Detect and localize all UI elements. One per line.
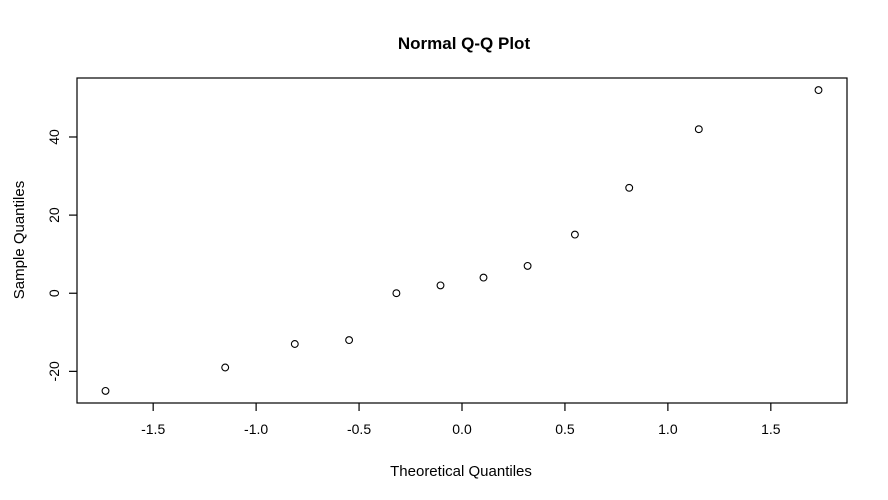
data-points <box>101 86 823 395</box>
data-point <box>436 281 445 290</box>
x-axis-ticks: -1.5 -1.0 -0.5 0.0 0.5 1.0 1.5 <box>141 403 781 437</box>
data-point <box>479 273 488 282</box>
x-axis-label: Theoretical Quantiles <box>390 463 532 480</box>
x-tick-label: 0.0 <box>452 421 472 437</box>
y-tick-label: 20 <box>46 207 62 223</box>
data-point <box>101 386 110 395</box>
plot-box <box>76 77 848 404</box>
y-tick-label: 40 <box>46 129 62 145</box>
x-tick-label: 0.5 <box>555 421 575 437</box>
data-point <box>221 363 230 372</box>
x-tick-label: -0.5 <box>347 421 371 437</box>
data-point <box>814 86 823 95</box>
data-point <box>392 289 401 298</box>
data-point <box>523 261 532 270</box>
y-tick-label: -20 <box>46 361 62 381</box>
x-tick-label: -1.5 <box>141 421 165 437</box>
y-axis-ticks: -20 0 20 40 <box>46 129 77 381</box>
data-point <box>570 230 579 239</box>
y-tick-label: 0 <box>46 289 62 297</box>
x-tick-label: 1.5 <box>761 421 781 437</box>
chart-title: Normal Q-Q Plot <box>398 34 531 53</box>
data-point <box>345 336 354 345</box>
x-tick-label: 1.0 <box>658 421 678 437</box>
data-point <box>290 340 299 348</box>
y-axis-label: Sample Quantiles <box>11 181 28 299</box>
data-point <box>625 183 634 192</box>
x-tick-label: -1.0 <box>244 421 268 437</box>
data-point <box>694 125 703 134</box>
